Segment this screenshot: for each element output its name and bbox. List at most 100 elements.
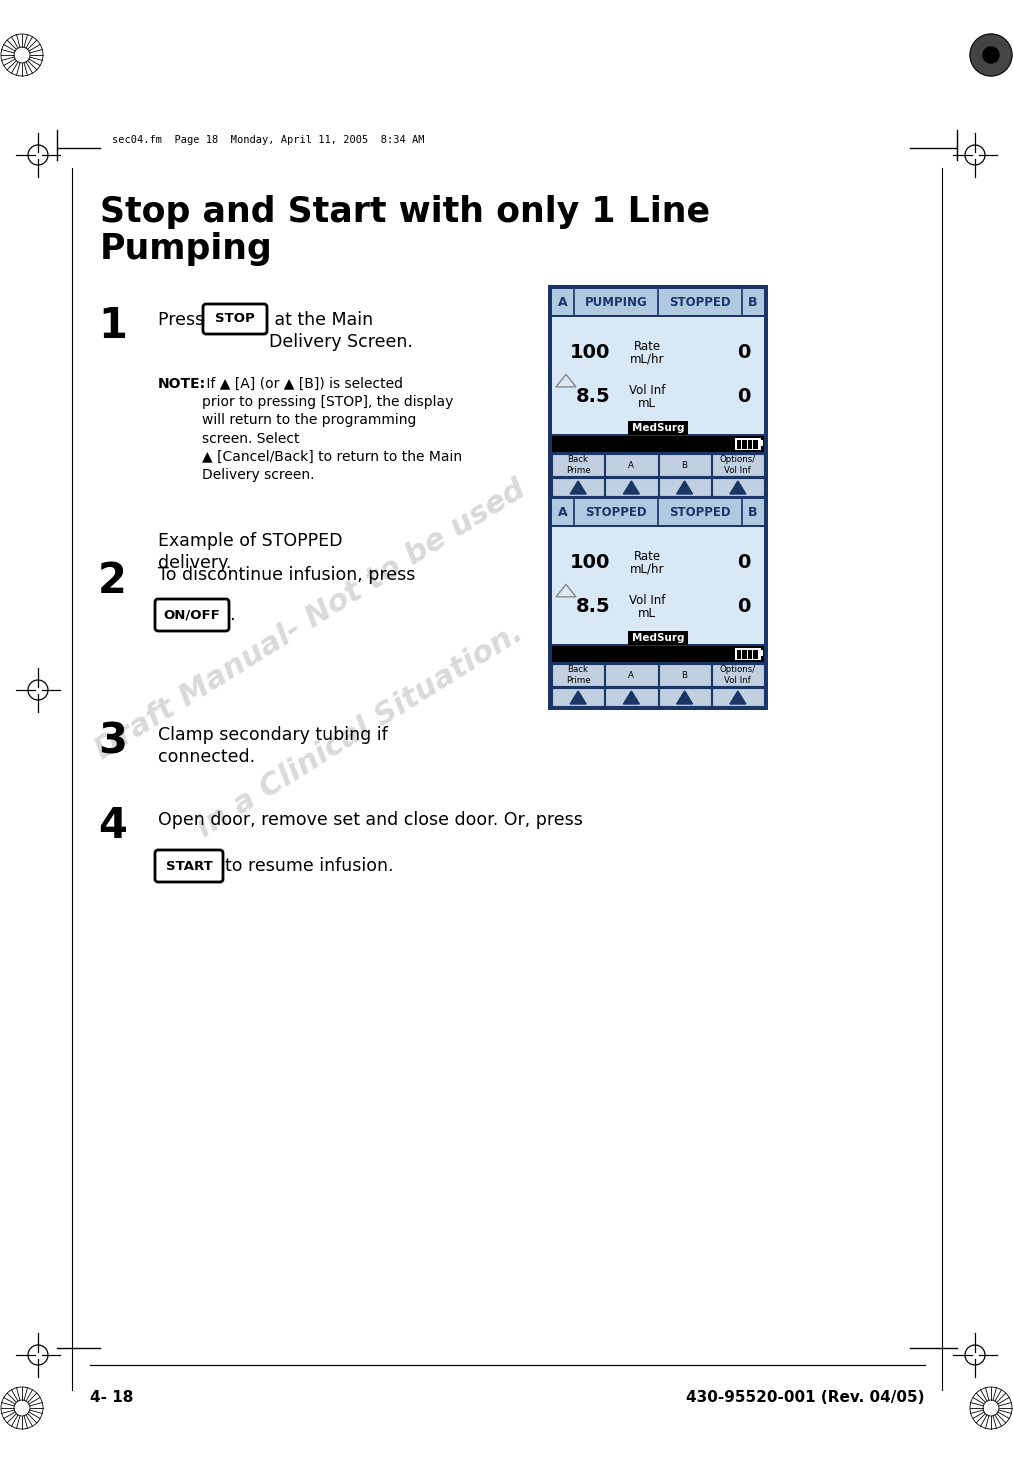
FancyBboxPatch shape [155, 850, 223, 882]
Text: A: A [558, 506, 568, 518]
FancyBboxPatch shape [552, 317, 764, 435]
Text: 0: 0 [736, 553, 750, 572]
FancyBboxPatch shape [742, 650, 747, 658]
FancyBboxPatch shape [155, 598, 229, 631]
FancyBboxPatch shape [742, 439, 747, 449]
Text: 3: 3 [98, 720, 127, 762]
Text: 0: 0 [736, 597, 750, 616]
Text: in a Clinical Situation.: in a Clinical Situation. [191, 617, 528, 843]
Text: Example of STOPPED
delivery.: Example of STOPPED delivery. [158, 533, 342, 572]
Polygon shape [677, 481, 693, 494]
FancyBboxPatch shape [748, 650, 752, 658]
Polygon shape [570, 691, 587, 704]
Polygon shape [730, 691, 746, 704]
Text: PUMPING: PUMPING [585, 296, 647, 309]
Text: B: B [749, 506, 758, 518]
Text: 1: 1 [98, 304, 127, 347]
FancyBboxPatch shape [761, 650, 763, 655]
Text: Draft Manual- Not to be used: Draft Manual- Not to be used [89, 474, 531, 765]
Text: B: B [749, 296, 758, 309]
FancyBboxPatch shape [735, 437, 761, 451]
FancyBboxPatch shape [552, 664, 604, 686]
Text: MedSurg: MedSurg [632, 423, 684, 433]
FancyBboxPatch shape [748, 439, 752, 449]
Text: mL/hr: mL/hr [630, 353, 665, 366]
Text: NOTE:: NOTE: [158, 377, 206, 391]
FancyBboxPatch shape [552, 290, 764, 315]
Text: STOPPED: STOPPED [586, 506, 647, 518]
FancyBboxPatch shape [628, 631, 688, 645]
Text: 100: 100 [569, 553, 610, 572]
FancyBboxPatch shape [552, 478, 604, 496]
Text: B: B [682, 461, 688, 470]
Text: 8.5: 8.5 [575, 388, 610, 407]
FancyBboxPatch shape [658, 664, 711, 686]
Polygon shape [570, 481, 587, 494]
Text: 100: 100 [569, 342, 610, 361]
FancyBboxPatch shape [753, 650, 758, 658]
Text: Vol Inf: Vol Inf [629, 594, 666, 607]
Text: A: A [628, 670, 634, 679]
FancyBboxPatch shape [736, 650, 741, 658]
FancyBboxPatch shape [605, 454, 657, 475]
Text: 8.5: 8.5 [575, 597, 610, 616]
Text: mL/hr: mL/hr [630, 563, 665, 575]
Polygon shape [623, 481, 639, 494]
Text: 4: 4 [98, 805, 127, 847]
Text: 2: 2 [98, 560, 127, 601]
FancyBboxPatch shape [552, 527, 764, 644]
Text: STOPPED: STOPPED [670, 506, 730, 518]
Text: Back
Prime: Back Prime [566, 666, 591, 685]
Text: STOP: STOP [215, 313, 255, 325]
FancyBboxPatch shape [658, 478, 711, 496]
Text: Rate: Rate [633, 550, 660, 563]
Text: sec04.fm  Page 18  Monday, April 11, 2005  8:34 AM: sec04.fm Page 18 Monday, April 11, 2005 … [112, 135, 424, 145]
FancyBboxPatch shape [658, 688, 711, 707]
Text: To discontinue infusion, press: To discontinue infusion, press [158, 566, 415, 584]
Circle shape [983, 47, 999, 63]
FancyBboxPatch shape [552, 436, 764, 452]
FancyBboxPatch shape [552, 454, 604, 475]
FancyBboxPatch shape [552, 499, 764, 525]
Text: Options/
Vol Inf: Options/ Vol Inf [720, 666, 756, 685]
FancyBboxPatch shape [712, 688, 764, 707]
Text: 0: 0 [736, 342, 750, 361]
FancyBboxPatch shape [628, 421, 688, 435]
Text: at the Main
Delivery Screen.: at the Main Delivery Screen. [269, 312, 413, 351]
Polygon shape [623, 691, 639, 704]
Text: Back
Prime: Back Prime [566, 455, 591, 474]
Text: START: START [165, 859, 213, 872]
Text: If ▲ [A] (or ▲ [B]) is selected
prior to pressing [STOP], the display
will retur: If ▲ [A] (or ▲ [B]) is selected prior to… [202, 377, 462, 481]
FancyBboxPatch shape [712, 478, 764, 496]
FancyBboxPatch shape [552, 647, 764, 661]
FancyBboxPatch shape [712, 454, 764, 475]
Text: A: A [628, 461, 634, 470]
Text: Vol Inf: Vol Inf [629, 385, 666, 396]
FancyBboxPatch shape [712, 664, 764, 686]
FancyBboxPatch shape [548, 494, 768, 710]
FancyBboxPatch shape [203, 304, 267, 334]
Text: to resume infusion.: to resume infusion. [225, 857, 393, 875]
Text: mL: mL [638, 607, 656, 620]
Polygon shape [730, 481, 746, 494]
Text: Open door, remove set and close door. Or, press: Open door, remove set and close door. Or… [158, 811, 582, 830]
Text: MedSurg: MedSurg [632, 633, 684, 644]
FancyBboxPatch shape [753, 439, 758, 449]
Polygon shape [677, 691, 693, 704]
Text: Options/
Vol Inf: Options/ Vol Inf [720, 455, 756, 474]
FancyBboxPatch shape [605, 688, 657, 707]
FancyBboxPatch shape [736, 439, 741, 449]
FancyBboxPatch shape [658, 454, 711, 475]
FancyBboxPatch shape [548, 285, 768, 500]
Text: 0: 0 [736, 388, 750, 407]
Text: .: . [229, 606, 235, 625]
Text: mL: mL [638, 396, 656, 410]
FancyBboxPatch shape [552, 688, 604, 707]
Circle shape [970, 34, 1012, 76]
Text: B: B [682, 670, 688, 679]
Text: A: A [558, 296, 568, 309]
Text: ON/OFF: ON/OFF [164, 609, 221, 622]
FancyBboxPatch shape [605, 478, 657, 496]
FancyBboxPatch shape [735, 648, 761, 660]
Text: Stop and Start with only 1 Line
Pumping: Stop and Start with only 1 Line Pumping [100, 195, 710, 266]
